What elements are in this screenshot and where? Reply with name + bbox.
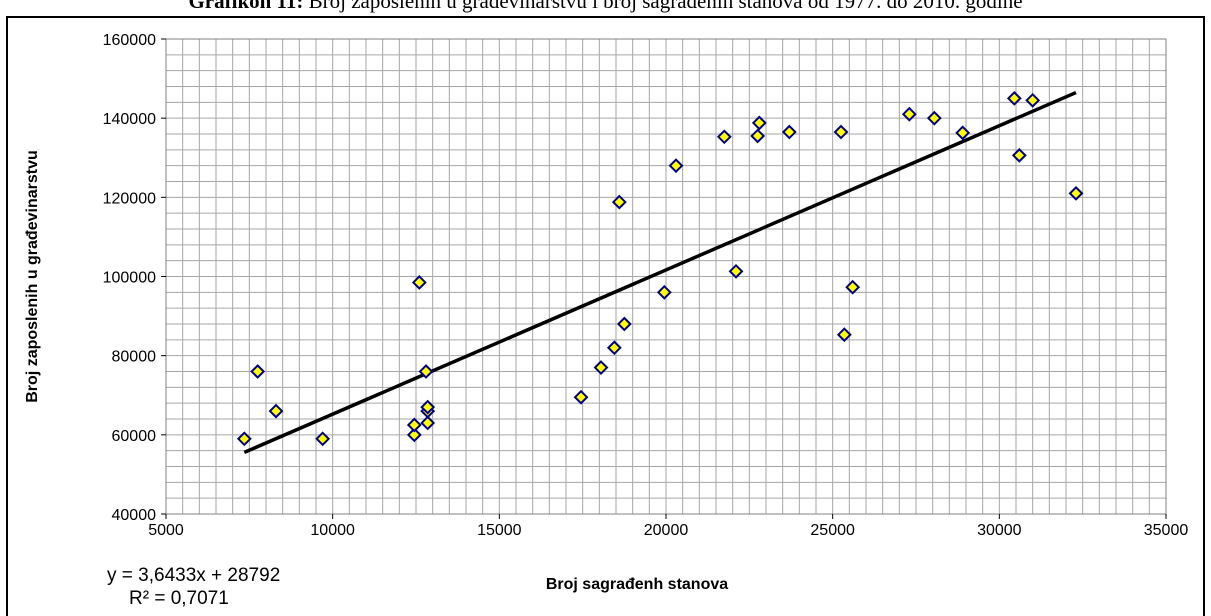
data-point bbox=[718, 131, 730, 143]
x-tick-label: 25000 bbox=[810, 522, 855, 539]
data-point bbox=[838, 329, 850, 341]
data-point bbox=[575, 391, 587, 403]
x-axis-ticks: 5000 10000 15000 20000 25000 30000 35000 bbox=[148, 514, 1188, 539]
y-axis-title: Broj zaposlenih u građevinarstvu bbox=[24, 150, 41, 403]
data-point bbox=[753, 117, 765, 129]
y-tick-label: 140000 bbox=[103, 111, 156, 128]
y-tick-label: 60000 bbox=[112, 428, 157, 445]
data-point bbox=[270, 405, 282, 417]
data-point bbox=[1013, 149, 1025, 161]
data-point bbox=[608, 342, 620, 354]
x-tick-label: 30000 bbox=[977, 522, 1022, 539]
data-point bbox=[847, 281, 859, 293]
data-point bbox=[670, 160, 682, 172]
y-axis-ticks: 40000 60000 80000 100000 120000 140000 160000 bbox=[103, 32, 166, 524]
data-point bbox=[658, 286, 670, 298]
data-point bbox=[752, 130, 764, 142]
data-point bbox=[618, 318, 630, 330]
x-axis-title: Broj sagrađenh stanova bbox=[546, 576, 728, 593]
data-point bbox=[783, 126, 795, 138]
data-point bbox=[413, 276, 425, 288]
grid-lines bbox=[166, 39, 1166, 514]
data-point bbox=[1027, 94, 1039, 106]
data-point bbox=[252, 366, 264, 378]
y-tick-label: 80000 bbox=[112, 349, 157, 366]
data-point bbox=[408, 419, 420, 431]
y-tick-label: 120000 bbox=[103, 190, 156, 207]
x-tick-label: 10000 bbox=[310, 522, 355, 539]
y-tick-label: 40000 bbox=[112, 507, 157, 524]
data-point bbox=[613, 196, 625, 208]
data-point bbox=[835, 126, 847, 138]
x-tick-label: 15000 bbox=[477, 522, 522, 539]
data-point bbox=[928, 112, 940, 124]
data-point bbox=[730, 265, 742, 277]
trendline bbox=[244, 93, 1076, 453]
x-tick-label: 35000 bbox=[1144, 522, 1189, 539]
trendline-equation: y = 3,6433x + 28792 bbox=[107, 565, 280, 586]
y-tick-label: 100000 bbox=[103, 270, 156, 287]
x-tick-label: 20000 bbox=[644, 522, 689, 539]
x-tick-label: 5000 bbox=[148, 522, 184, 539]
data-point bbox=[957, 127, 969, 139]
r-squared-label: R² = 0,7071 bbox=[129, 588, 229, 608]
y-tick-label: 160000 bbox=[103, 32, 156, 49]
